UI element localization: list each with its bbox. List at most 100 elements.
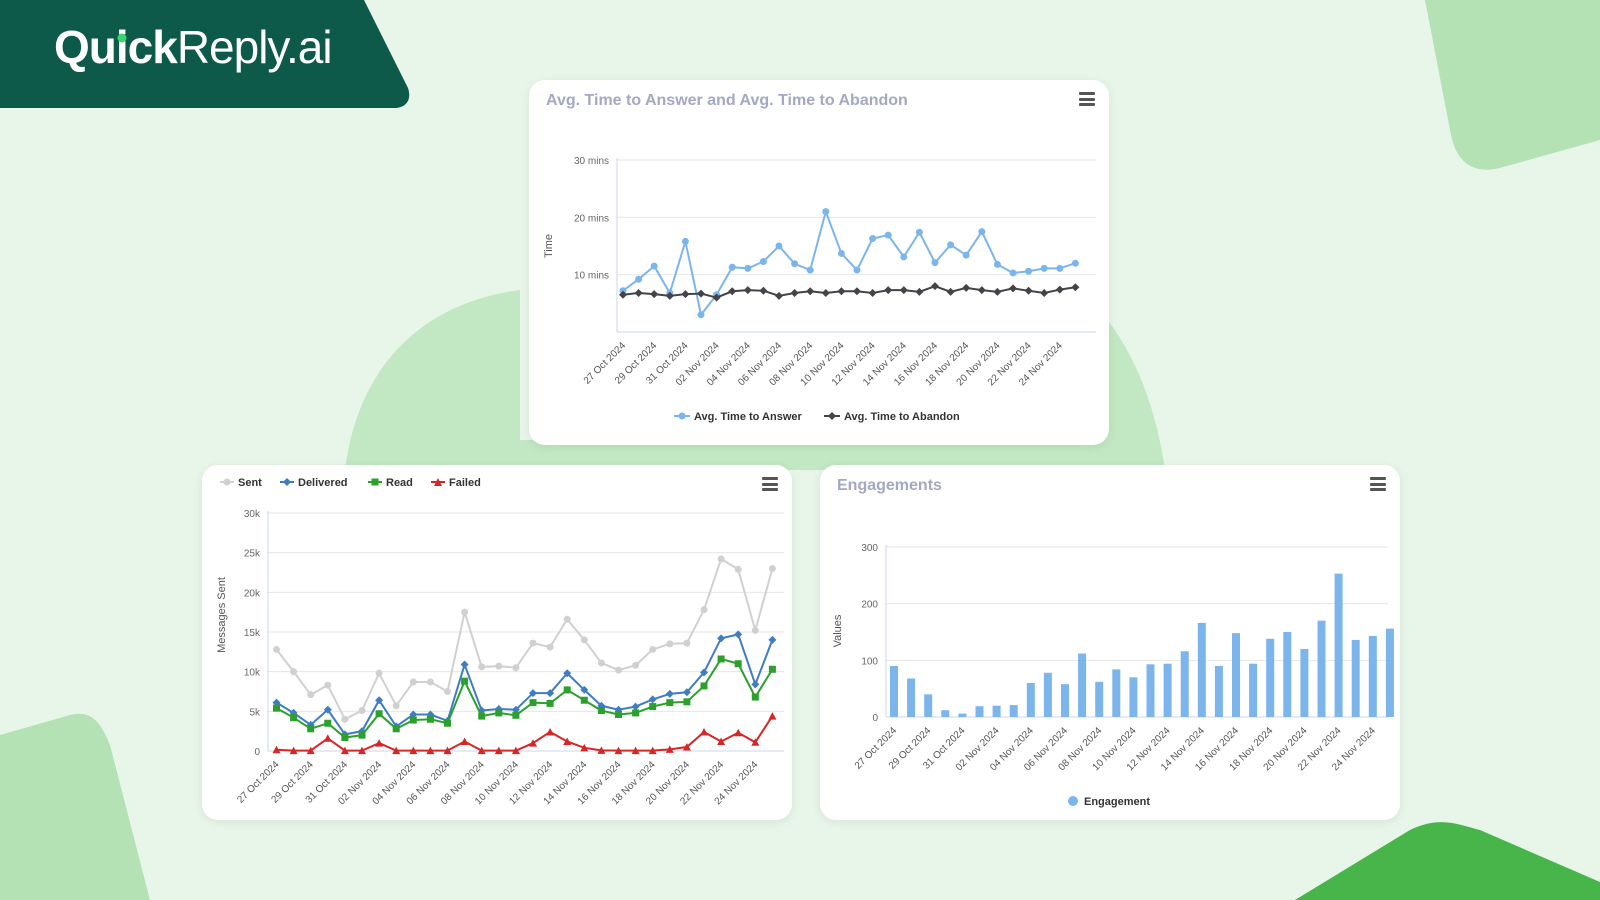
data-point (697, 311, 705, 319)
legend-marker-engagement (1068, 796, 1078, 806)
bg-blob-top-right (1425, 0, 1600, 170)
engagements-chart-menu-icon[interactable] (1370, 477, 1386, 491)
bar (1197, 622, 1206, 717)
data-point (597, 659, 605, 667)
data-point (993, 287, 1002, 296)
bar (1180, 651, 1189, 717)
bar (1317, 620, 1326, 717)
data-point (426, 715, 434, 723)
data-point (884, 231, 892, 239)
data-point (409, 710, 418, 719)
data-point (478, 663, 486, 671)
bar (1163, 663, 1172, 717)
y-tick-label: 200 (861, 600, 878, 611)
data-point (619, 290, 627, 299)
data-point (563, 615, 571, 623)
legend-item-failed[interactable]: Failed (449, 477, 481, 489)
data-point (683, 639, 691, 647)
data-point (289, 746, 298, 755)
bar (1061, 684, 1069, 717)
legend-item-sent[interactable]: Sent (238, 477, 262, 489)
data-point (717, 555, 725, 563)
data-point (426, 678, 434, 686)
data-point (290, 714, 298, 722)
bar (924, 694, 933, 717)
time-chart-ylabel: Time (543, 234, 555, 258)
y-tick-label: 30k (244, 509, 261, 520)
data-point (409, 716, 417, 724)
data-point (340, 746, 349, 755)
messages-chart-menu-icon[interactable] (762, 477, 778, 491)
data-point (619, 287, 627, 295)
data-point (546, 727, 555, 736)
data-point (529, 699, 537, 707)
data-point (632, 709, 640, 717)
data-point (931, 259, 939, 267)
data-point (511, 705, 520, 714)
bar (1009, 705, 1018, 717)
legend-item-delivered[interactable]: Delivered (298, 477, 348, 489)
data-point (947, 241, 955, 249)
bar (1368, 635, 1377, 717)
data-point (681, 290, 690, 299)
time-chart-menu-icon[interactable] (1079, 92, 1095, 106)
data-point (744, 264, 752, 272)
y-tick-label: 20 mins (574, 213, 609, 224)
data-point (806, 287, 815, 296)
series-line (622, 208, 1076, 318)
legend-item-answer[interactable]: Avg. Time to Answer (694, 411, 803, 423)
data-point (768, 665, 776, 673)
data-point (1024, 286, 1033, 295)
data-point (900, 253, 908, 261)
bar (1283, 632, 1292, 717)
data-point (478, 712, 486, 720)
data-point (1071, 283, 1080, 292)
brand-badge (0, 0, 410, 108)
data-point (717, 634, 726, 643)
data-point (734, 630, 743, 639)
data-point (512, 664, 520, 672)
bar (1026, 683, 1035, 717)
data-point (529, 639, 537, 647)
y-tick-label: 100 (861, 656, 878, 667)
data-point (511, 746, 520, 755)
engagements-chart-card: Engagements Values Engagement 0 100 200 300… (820, 465, 1400, 820)
data-point (700, 682, 708, 690)
data-point (1055, 285, 1064, 294)
data-point (837, 249, 845, 257)
y-tick-label: 15k (244, 628, 261, 639)
data-point (375, 669, 383, 677)
data-point (494, 746, 503, 755)
data-point (717, 655, 725, 663)
bar (975, 706, 984, 717)
data-point (494, 704, 503, 713)
messages-chart-card: Messages Sent Sent Delivered Read Failed… (202, 465, 792, 820)
legend-item-abandon[interactable]: Avg. Time to Abandon (844, 411, 960, 423)
bar (1334, 573, 1343, 717)
data-point (323, 705, 332, 714)
data-point (307, 725, 315, 733)
data-point (597, 746, 606, 754)
data-point (768, 712, 777, 720)
bar (1300, 649, 1309, 717)
data-point (751, 626, 759, 634)
data-point (682, 743, 691, 751)
brand-logo: QuickReply.ai (54, 20, 333, 74)
messages-chart-ylabel: Messages Sent (216, 577, 228, 653)
y-tick-label: 300 (861, 543, 878, 554)
data-point (775, 291, 783, 300)
data-point (392, 725, 400, 733)
data-point (631, 702, 640, 711)
data-point (392, 746, 401, 755)
data-point (977, 286, 986, 295)
data-point (443, 746, 452, 755)
data-point (837, 287, 846, 296)
data-point (614, 746, 623, 755)
legend-marker-abandon (828, 412, 836, 420)
data-point (461, 608, 469, 616)
legend-item-read[interactable]: Read (386, 477, 413, 489)
data-point (272, 698, 281, 707)
legend-item-engagement[interactable]: Engagement (1084, 796, 1150, 808)
data-point (580, 685, 589, 694)
data-point (290, 668, 298, 676)
